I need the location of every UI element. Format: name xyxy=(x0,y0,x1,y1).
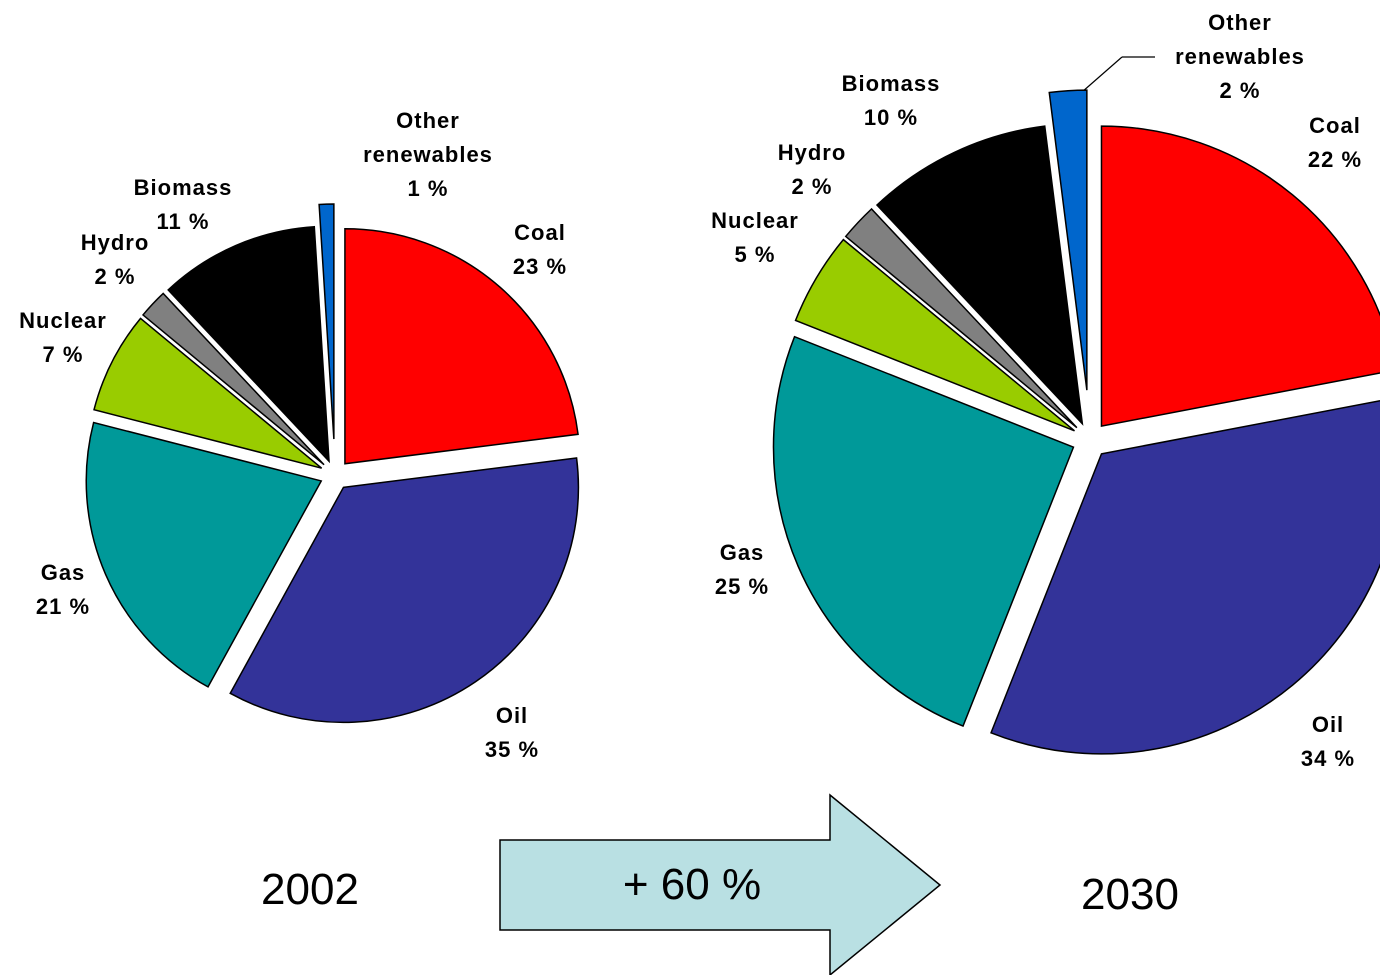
pie-slice xyxy=(93,317,323,469)
chart-title: 2002 xyxy=(261,865,359,914)
arrow-label: + 60 % xyxy=(622,860,762,909)
slice-label: Oil 34 % xyxy=(1258,708,1380,776)
category-name: Oil xyxy=(1311,712,1345,737)
pie-slice xyxy=(1100,125,1380,428)
value-label: 5 % xyxy=(734,242,776,267)
value-label: 2 % xyxy=(94,264,136,289)
pie-slice xyxy=(318,203,335,440)
category-name: Coal xyxy=(1309,113,1361,138)
category-name: Nuclear xyxy=(19,308,107,333)
leader-line xyxy=(1081,56,1123,93)
pie-slice xyxy=(85,421,323,688)
growth-arrow xyxy=(499,793,942,975)
slice-label: Coal 22 % xyxy=(1265,109,1380,177)
slice-label: Nuclear 7 % xyxy=(0,304,133,372)
category-name: Oil xyxy=(495,703,529,728)
category-name: Biomass xyxy=(841,71,941,96)
value-label: 22 % xyxy=(1307,147,1363,172)
pie-slice xyxy=(875,125,1084,426)
pie-slice xyxy=(167,225,330,464)
value-label: 1 % xyxy=(407,176,449,201)
category-name: Other renewables xyxy=(363,108,493,167)
value-label: 2 % xyxy=(791,174,833,199)
category-name: Nuclear xyxy=(711,208,799,233)
value-label: 25 % xyxy=(714,574,770,599)
value-label: 21 % xyxy=(35,594,91,619)
slice-label: Nuclear 5 % xyxy=(685,204,825,272)
slice-label: Gas 25 % xyxy=(672,536,812,604)
category-name: Hydro xyxy=(777,140,847,165)
category-name: Gas xyxy=(719,540,765,565)
category-name: Biomass xyxy=(133,175,233,200)
pie-slice xyxy=(141,292,325,466)
value-label: 34 % xyxy=(1300,746,1356,771)
category-name: Coal xyxy=(514,220,566,245)
chart-title: 2030 xyxy=(1081,870,1179,919)
value-label: 11 % xyxy=(156,209,210,234)
category-name: Gas xyxy=(40,560,86,585)
slice-label: Coal 23 % xyxy=(470,216,610,284)
pie-slice xyxy=(229,457,580,724)
slice-label: Biomass 10 % xyxy=(821,67,961,135)
value-label: 23 % xyxy=(512,254,568,279)
category-name: Hydro xyxy=(80,230,150,255)
pie-slice xyxy=(1048,89,1088,391)
value-label: 10 % xyxy=(863,105,919,130)
slice-label: Other renewables 1 % xyxy=(353,104,503,206)
pie-slice xyxy=(990,399,1380,755)
pie-slice xyxy=(772,335,1075,728)
slice-label: Oil 35 % xyxy=(442,699,582,767)
slice-label: Biomass 11 % xyxy=(113,171,253,239)
pie-slice xyxy=(844,207,1078,429)
slice-label: Gas 21 % xyxy=(0,556,133,624)
value-label: 2 % xyxy=(1219,78,1261,103)
value-label: 35 % xyxy=(484,737,540,762)
pie-slice xyxy=(794,238,1075,432)
pie-slice xyxy=(344,227,579,465)
value-label: 7 % xyxy=(42,342,84,367)
slice-label: Hydro 2 % xyxy=(45,226,185,294)
slice-label: Other renewables 2 % xyxy=(1140,6,1340,108)
slice-label: Hydro 2 % xyxy=(742,136,882,204)
category-name: Other renewables xyxy=(1175,10,1305,69)
